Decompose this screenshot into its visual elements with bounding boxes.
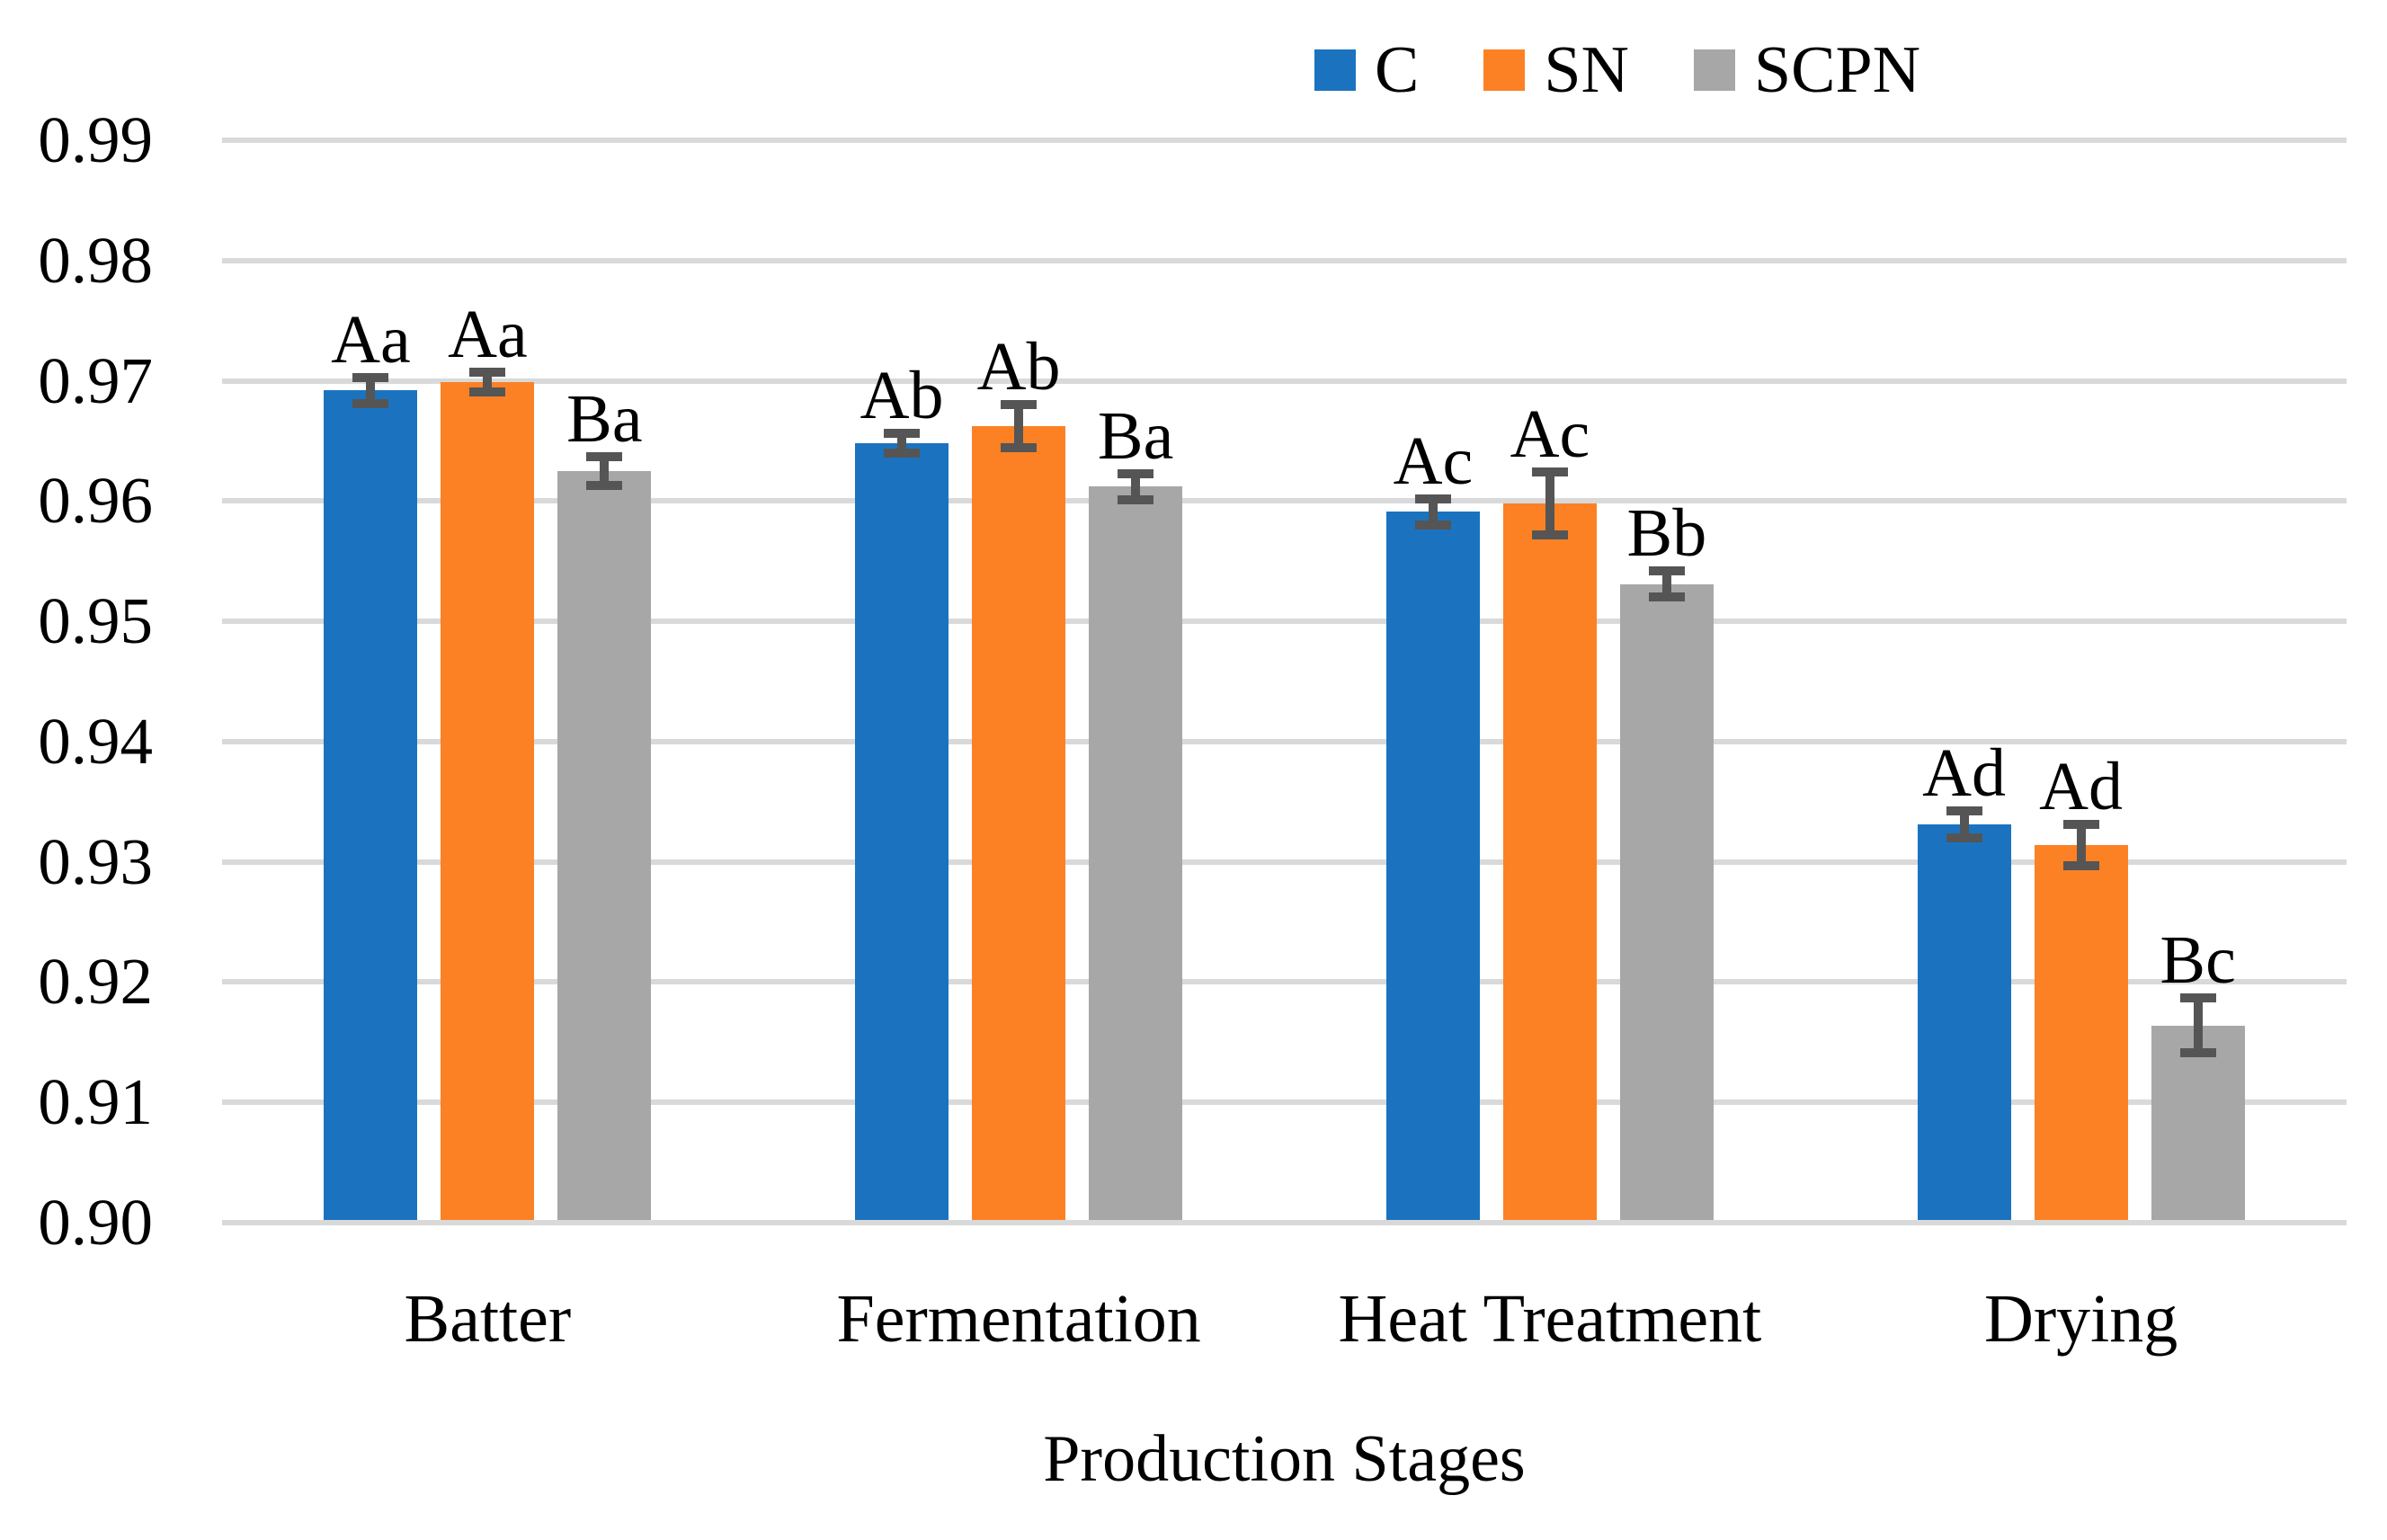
y-axis-tick-label-0.94: 0.94 [38, 704, 153, 778]
y-axis-tick-label-0.99: 0.99 [38, 103, 153, 176]
error-bar-line-SCPN-Drying [2193, 997, 2203, 1054]
error-bar-bottom-cap-SN-Drying [2062, 860, 2099, 870]
bar-label-SN-Heat Treatment: Ac [1510, 396, 1590, 473]
error-bar-top-cap-SN-Batter [469, 368, 506, 378]
legend-item-C: C [1314, 29, 1419, 111]
bar-SN-Fermentation [972, 426, 1066, 1220]
bar-label-C-Heat Treatment: Ac [1393, 423, 1474, 499]
error-bar-bottom-cap-SCPN-Heat Treatment [1648, 592, 1685, 602]
y-axis-tick-label-0.92: 0.92 [38, 945, 153, 1019]
x-axis-category-label-Drying: Drying [1983, 1281, 2178, 1357]
bar-C-Drying [1917, 824, 2011, 1220]
gridline-0.96 [222, 498, 2347, 504]
gridline-0.98 [222, 257, 2347, 263]
x-axis-title: Production Stages [1043, 1422, 1526, 1496]
x-axis-category-label-Batter: Batter [404, 1281, 572, 1357]
error-bar-top-cap-C-Fermentation [884, 429, 921, 439]
error-bar-top-cap-SN-Drying [2062, 820, 2099, 830]
error-bar-bottom-cap-C-Drying [1946, 832, 1982, 842]
error-bar-line-C-Fermentation [897, 433, 907, 453]
error-bar-top-cap-C-Batter [352, 372, 389, 382]
error-bar-line-SN-Fermentation [1014, 405, 1024, 449]
error-bar-top-cap-SCPN-Heat Treatment [1648, 565, 1685, 575]
bar-label-C-Fermentation: Ab [859, 358, 944, 434]
error-bar-line-SN-Batter [483, 372, 493, 392]
bar-SCPN-Heat Treatment [1619, 583, 1714, 1220]
error-bar-bottom-cap-C-Fermentation [884, 448, 921, 458]
gridline-0.94 [222, 738, 2347, 744]
gridline-0.93 [222, 859, 2347, 865]
error-bar-line-C-Heat Treatment [1428, 498, 1438, 526]
error-bar-bottom-cap-SCPN-Batter [586, 480, 623, 490]
y-axis-tick-label-0.96: 0.96 [38, 464, 153, 538]
bar-label-SCPN-Batter: Ba [566, 380, 643, 457]
error-bar-line-SN-Heat Treatment [1545, 472, 1554, 535]
bar-C-Fermentation [855, 443, 949, 1220]
legend-swatch-C [1314, 49, 1356, 91]
legend-swatch-SN [1483, 49, 1526, 91]
bar-SCPN-Drying [2151, 1025, 2245, 1220]
y-axis-tick-label-0.97: 0.97 [38, 343, 153, 417]
y-axis-tick-label-0.98: 0.98 [38, 223, 153, 297]
y-axis-tick-label-0.90: 0.90 [38, 1186, 153, 1259]
bar-SN-Drying [2034, 844, 2128, 1220]
y-axis-tick-label-0.95: 0.95 [38, 584, 153, 658]
bar-C-Heat Treatment [1385, 512, 1480, 1220]
legend-item-SN: SN [1483, 29, 1629, 111]
bar-label-SCPN-Heat Treatment: Bb [1626, 494, 1707, 571]
bar-SCPN-Batter [557, 470, 652, 1220]
bar-SCPN-Fermentation [1089, 486, 1183, 1220]
legend-swatch-SCPN [1693, 49, 1735, 91]
gridline-0.97 [222, 378, 2347, 384]
error-bar-line-SCPN-Fermentation [1131, 473, 1141, 500]
legend-label-SN: SN [1544, 33, 1629, 107]
error-bar-bottom-cap-SN-Heat Treatment [1531, 530, 1568, 539]
y-axis-tick-label-0.93: 0.93 [38, 824, 153, 898]
error-bar-bottom-cap-SCPN-Drying [2179, 1048, 2216, 1058]
error-bar-bottom-cap-SCPN-Fermentation [1118, 494, 1154, 504]
x-axis-category-label-Fermentation: Fermentation [836, 1281, 1201, 1357]
bar-SN-Heat Treatment [1502, 503, 1597, 1220]
error-bar-bottom-cap-SN-Batter [469, 387, 506, 396]
x-axis-category-label-Heat Treatment: Heat Treatment [1338, 1281, 1762, 1357]
error-bar-line-SCPN-Heat Treatment [1661, 570, 1671, 598]
error-bar-top-cap-SN-Fermentation [1001, 400, 1038, 410]
error-bar-top-cap-C-Drying [1946, 806, 1982, 816]
gridline-0.92 [222, 979, 2347, 985]
legend-label-SCPN: SCPN [1753, 33, 1921, 107]
error-bar-line-C-Batter [366, 377, 376, 404]
error-bar-bottom-cap-SN-Fermentation [1001, 443, 1038, 453]
error-bar-line-SN-Drying [2076, 824, 2086, 866]
error-bar-top-cap-SCPN-Drying [2179, 993, 2216, 1002]
bar-SN-Batter [441, 381, 535, 1220]
y-axis-tick-label-0.91: 0.91 [38, 1065, 153, 1139]
bar-label-SCPN-Fermentation: Ba [1097, 397, 1174, 474]
error-bar-top-cap-C-Heat Treatment [1414, 494, 1451, 503]
bar-label-SN-Drying: Ad [2039, 749, 2124, 825]
error-bar-top-cap-SN-Heat Treatment [1531, 467, 1568, 477]
error-bar-line-SCPN-Batter [600, 456, 610, 485]
gridline-0.95 [222, 619, 2347, 625]
bar-label-SN-Fermentation: Ab [976, 329, 1061, 405]
bar-label-SCPN-Drying: Bc [2160, 921, 2236, 998]
chart-legend: C SN SCPN [1314, 29, 1920, 111]
legend-item-SCPN: SCPN [1693, 29, 1921, 111]
legend-label-C: C [1375, 33, 1420, 107]
error-bar-bottom-cap-C-Heat Treatment [1414, 521, 1451, 530]
bar-label-C-Drying: Ad [1922, 735, 2007, 812]
bar-label-C-Batter: Aa [331, 301, 411, 378]
gridline-0.90 [222, 1220, 2347, 1225]
gridline-0.99 [222, 138, 2347, 143]
error-bar-top-cap-SCPN-Batter [586, 451, 623, 461]
error-bar-bottom-cap-C-Batter [352, 398, 389, 408]
gridline-0.91 [222, 1099, 2347, 1106]
bar-C-Batter [324, 390, 418, 1220]
error-bar-line-C-Drying [1959, 811, 1969, 838]
error-bar-top-cap-SCPN-Fermentation [1118, 468, 1154, 478]
bar-label-SN-Batter: Aa [448, 297, 528, 373]
